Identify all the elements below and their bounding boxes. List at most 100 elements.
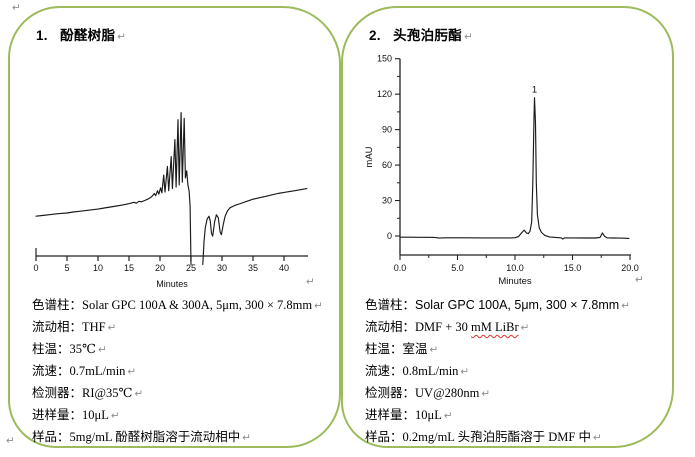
spec-label: 柱温： (32, 342, 70, 356)
svg-text:25: 25 (186, 263, 196, 273)
svg-text:1: 1 (532, 85, 537, 96)
spec-row-column-temp: 柱温：室温 ↵ (365, 339, 662, 361)
spec-value: UV@280nm (415, 386, 480, 400)
paragraph-mark-icon: ↵ (481, 388, 491, 400)
spec-label: 柱温： (365, 342, 403, 356)
svg-text:40: 40 (279, 263, 289, 273)
svg-text:0: 0 (33, 263, 38, 273)
svg-text:10: 10 (93, 263, 103, 273)
spec-row-detector: 检测器：UV@280nm ↵ (365, 383, 662, 405)
spec-row-column: 色谱柱：Solar GPC 100A & 300A, 5μm, 300 × 7.… (32, 295, 329, 317)
spec-value-spellcheck: mM LiBr (471, 320, 519, 334)
svg-text:20: 20 (155, 263, 165, 273)
paragraph-mark-icon: ↵ (460, 366, 470, 378)
spec-label: 样品： (365, 430, 403, 444)
spec-value: RI@35℃ (82, 386, 133, 400)
svg-text:20.0: 20.0 (621, 263, 639, 273)
paragraph-mark-icon: ↵ (592, 432, 602, 444)
svg-text:0: 0 (387, 231, 392, 241)
spec-value: DMF + 30 (415, 320, 472, 334)
spec-label: 流动相： (32, 320, 83, 334)
paragraph-mark-icon: ↵ (110, 410, 120, 422)
spec-row-sample: 样品：5mg/mL 酚醛树脂溶于流动相中 ↵ (32, 427, 329, 449)
svg-text:0.0: 0.0 (394, 263, 407, 273)
svg-text:90: 90 (382, 125, 392, 135)
spec-value: 35℃ (69, 342, 96, 356)
spec-label: 检测器： (365, 386, 416, 400)
right-spec-list: 色谱柱：Solar GPC 100A, 5μm, 300 × 7.8mm ↵ 流动… (365, 295, 662, 449)
svg-text:mAU: mAU (364, 146, 375, 167)
svg-text:35: 35 (248, 263, 258, 273)
paragraph-mark-icon: ↵ (117, 31, 127, 43)
spec-label: 流速： (32, 364, 70, 378)
spec-row-mobile-phase: 流动相：THF ↵ (32, 317, 329, 339)
svg-text:10.0: 10.0 (506, 263, 524, 273)
paragraph-mark-icon: ↵ (635, 274, 644, 286)
spec-value: 室温 (402, 342, 428, 356)
svg-text:15: 15 (124, 263, 134, 273)
paragraph-mark-icon: ↵ (314, 300, 323, 312)
spec-row-injection-volume: 进样量：10μL ↵ (32, 405, 329, 427)
paragraph-mark-icon: ↵ (621, 300, 630, 312)
spec-value: 10μL (415, 408, 442, 422)
spec-label: 色谱柱： (365, 298, 416, 312)
left-spec-list: 色谱柱：Solar GPC 100A & 300A, 5μm, 300 × 7.… (32, 295, 329, 449)
paragraph-mark-icon: ↵ (98, 344, 107, 356)
paragraph-mark-icon: ↵ (107, 322, 117, 334)
spec-row-sample: 样品：0.2mg/mL 头孢泊肟酯溶于 DMF 中 ↵ (365, 427, 662, 449)
spec-row-detector: 检测器：RI@35℃ ↵ (32, 383, 329, 405)
spec-value: 0.2mg/mL 头孢泊肟酯溶于 DMF 中 (402, 430, 591, 444)
svg-text:15.0: 15.0 (564, 263, 582, 273)
spec-row-column: 色谱柱：Solar GPC 100A, 5μm, 300 × 7.8mm ↵ (365, 295, 662, 317)
spec-value: 0.7mL/min (69, 364, 126, 378)
spec-label: 进样量： (365, 408, 416, 422)
spec-label: 样品： (32, 430, 70, 444)
svg-text:Minutes: Minutes (156, 279, 188, 289)
svg-text:5: 5 (64, 263, 69, 273)
paragraph-mark-icon: ↵ (12, 2, 21, 14)
paragraph-mark-icon: ↵ (127, 366, 137, 378)
panel-title: 1. 酚醛树脂 ↵ (36, 24, 126, 44)
svg-text:120: 120 (377, 89, 392, 99)
panel-title: 2. 头孢泊肟酯 ↵ (369, 24, 473, 44)
spec-value: Solar GPC 100A, 5μm, 300 × 7.8mm (415, 298, 620, 312)
spec-label: 色谱柱： (32, 298, 83, 312)
spec-label: 流动相： (365, 320, 416, 334)
spec-label: 检测器： (32, 386, 83, 400)
panel-title-text: 酚醛树脂 (60, 28, 116, 43)
left-chromatogram: 0 5 10 15 20 25 30 35 40 Minutes (33, 112, 308, 289)
spec-value: 0.8mL/min (402, 364, 459, 378)
panel-phenolic-resin: 1. 酚醛树脂 ↵ 0 5 10 15 20 25 30 35 40 Minutes ↵ 色谱柱：S… (8, 6, 341, 448)
spec-value: THF (82, 320, 106, 334)
paragraph-mark-icon: ↵ (242, 432, 252, 444)
spec-value: 10μL (82, 408, 109, 422)
spec-value: Solar GPC 100A & 300A, 5μm, 300 × 7.8mm (82, 298, 313, 312)
paragraph-mark-icon: ↵ (429, 344, 439, 356)
paragraph-mark-icon: ↵ (306, 276, 315, 288)
spec-row-mobile-phase: 流动相：DMF + 30 mM LiBr ↵ (365, 317, 662, 339)
paragraph-mark-icon: ↵ (464, 31, 474, 43)
spec-label: 流速： (365, 364, 403, 378)
svg-text:30: 30 (217, 263, 227, 273)
paragraph-mark-icon: ↵ (443, 410, 453, 422)
svg-text:150: 150 (377, 54, 392, 64)
panel-title-text: 头孢泊肟酯 (393, 28, 463, 43)
paragraph-mark-icon: ↵ (6, 435, 15, 447)
panel-cefpodoxime-proxetil: 2. 头孢泊肟酯 ↵ 0 30 60 90 120 150 0.0 5.0 10.0 15.0 20.… (341, 6, 674, 448)
panel-title-number: 1. (36, 28, 48, 43)
svg-text:30: 30 (382, 196, 392, 206)
panel-title-number: 2. (369, 28, 381, 43)
spec-value: 5mg/mL 酚醛树脂溶于流动相中 (69, 430, 241, 444)
svg-text:5.0: 5.0 (451, 263, 464, 273)
right-chromatogram: 0 30 60 90 120 150 0.0 5.0 10.0 15.0 20.0 mAU Minute… (364, 54, 639, 286)
spec-row-injection-volume: 进样量：10μL ↵ (365, 405, 662, 427)
svg-text:60: 60 (382, 160, 392, 170)
paragraph-mark-icon: ↵ (520, 322, 530, 334)
paragraph-mark-icon: ↵ (134, 388, 144, 400)
spec-label: 进样量： (32, 408, 83, 422)
spec-row-column-temp: 柱温：35℃ ↵ (32, 339, 329, 361)
spec-row-flow-rate: 流速：0.8mL/min ↵ (365, 361, 662, 383)
spec-row-flow-rate: 流速：0.7mL/min ↵ (32, 361, 329, 383)
svg-text:Minutes: Minutes (498, 276, 532, 286)
